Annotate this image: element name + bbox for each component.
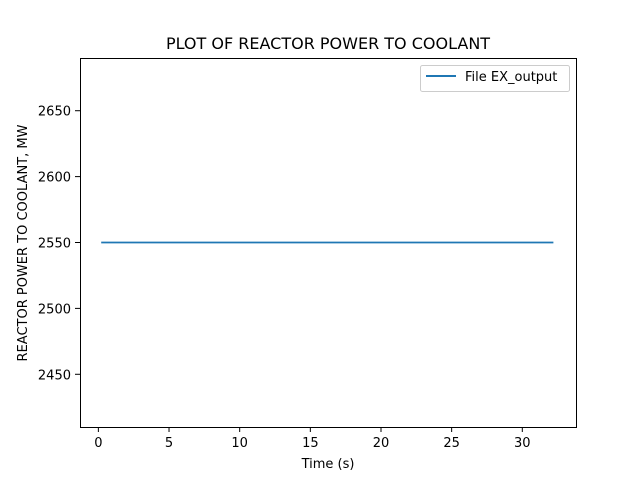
- x-tick-label: 0: [94, 436, 102, 451]
- chart-title: PLOT OF REACTOR POWER TO COOLANT: [166, 34, 490, 53]
- legend-label: File EX_output: [465, 70, 557, 85]
- y-axis-ticks: 2450 2500 2550 2600 2650: [38, 105, 80, 383]
- x-tick-label: 25: [443, 436, 460, 451]
- x-tick-label: 20: [373, 436, 390, 451]
- y-tick-label: 2600: [38, 171, 71, 186]
- y-tick-label: 2500: [38, 302, 71, 317]
- x-axis-ticks: 0 5 10 15 20 25 30: [94, 427, 531, 451]
- x-tick-label: 5: [165, 436, 173, 451]
- y-tick-label: 2550: [38, 237, 71, 252]
- y-tick-label: 2450: [38, 368, 71, 383]
- x-axis-label: Time (s): [301, 457, 355, 472]
- plot-area-frame: [80, 58, 577, 428]
- y-axis-label: REACTOR POWER TO COOLANT, MW: [16, 124, 31, 361]
- x-tick-label: 10: [231, 436, 248, 451]
- legend: File EX_output: [420, 65, 570, 92]
- y-tick-label: 2650: [38, 105, 71, 120]
- legend-box: [420, 65, 570, 92]
- x-tick-label: 15: [302, 436, 319, 451]
- x-tick-label: 30: [514, 436, 531, 451]
